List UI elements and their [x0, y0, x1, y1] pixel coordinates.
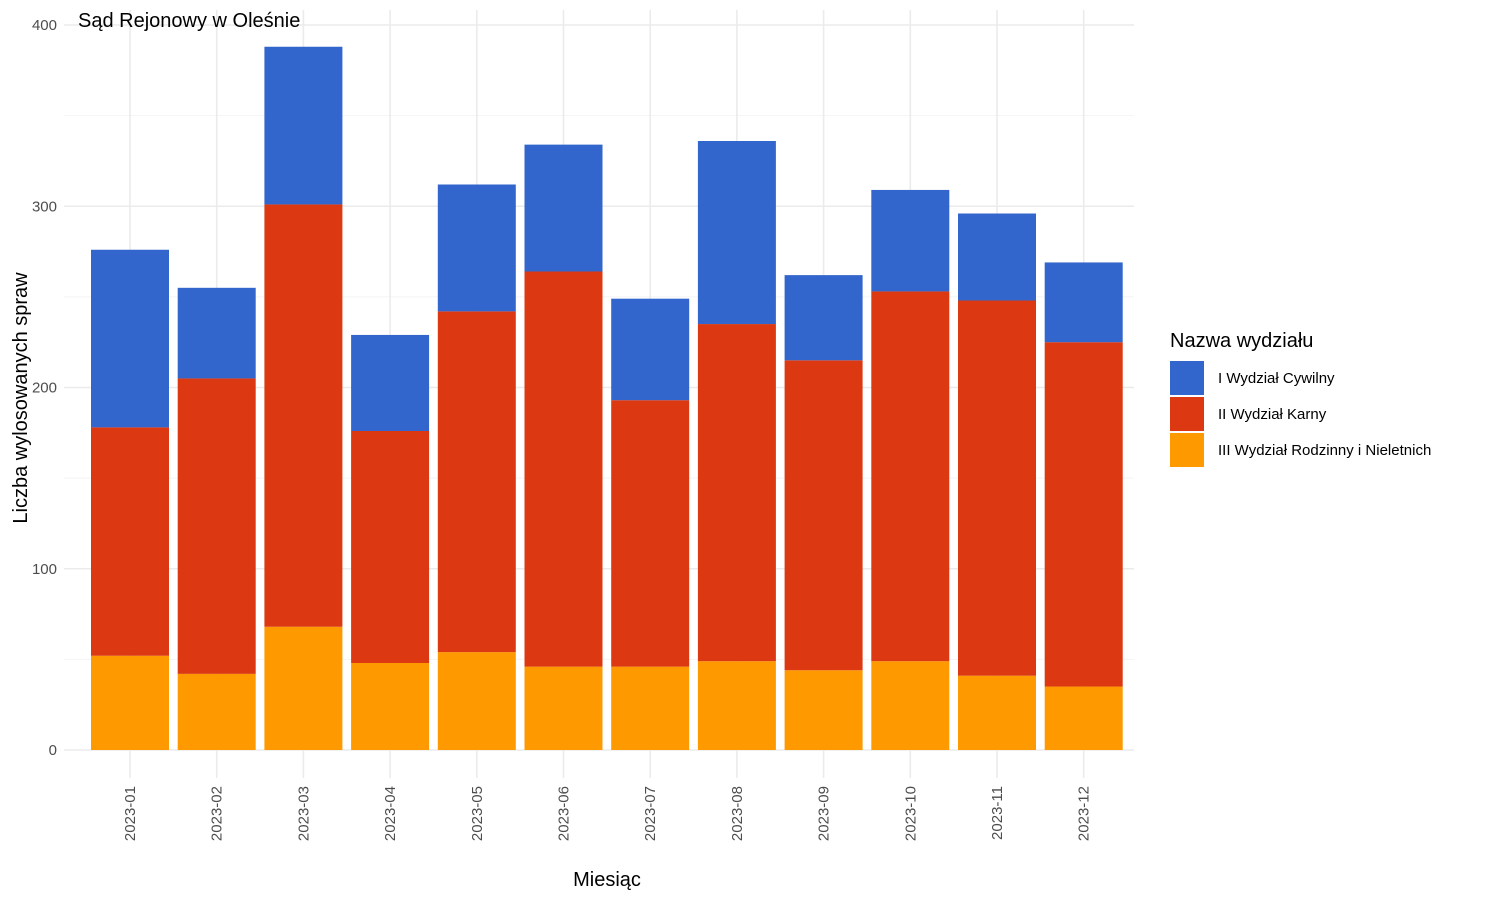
- legend-title: Nazwa wydziału: [1170, 330, 1313, 352]
- chart-title: Sąd Rejonowy w Oleśnie: [78, 10, 300, 32]
- x-tick-label: 2023-05: [469, 786, 486, 841]
- y-axis-title: Liczba wylosowanych spraw: [10, 272, 32, 524]
- legend-label: I Wydział Cywilny: [1218, 370, 1335, 387]
- legend-label: III Wydział Rodzinny i Nieletnich: [1218, 442, 1431, 459]
- bar-segment: [871, 661, 950, 750]
- y-axis-ticks: 0 100 200 300 400: [32, 17, 57, 759]
- x-tick-label: 2023-08: [729, 786, 746, 841]
- x-tick-label: 2023-07: [642, 786, 659, 841]
- legend-swatch: [1170, 397, 1204, 431]
- bar-segment: [871, 189, 950, 292]
- y-tick-label: 200: [32, 380, 57, 397]
- x-tick-label: 2023-09: [816, 786, 833, 841]
- legend-label: II Wydział Karny: [1218, 406, 1327, 423]
- bar-segment: [177, 673, 256, 750]
- bar-segment: [1044, 262, 1123, 343]
- bars: [91, 46, 1123, 750]
- bar-segment: [611, 298, 690, 401]
- bar-segment: [437, 311, 516, 653]
- legend-swatch: [1170, 361, 1204, 395]
- bar-segment: [1044, 342, 1123, 687]
- bar-segment: [871, 291, 950, 662]
- bar-segment: [784, 670, 863, 750]
- bar-segment: [351, 334, 430, 431]
- bar-segment: [177, 378, 256, 674]
- bar-segment: [784, 275, 863, 361]
- bar-segment: [91, 249, 169, 428]
- bar-segment: [91, 655, 169, 750]
- y-tick-label: 400: [32, 17, 57, 34]
- bar-segment: [697, 141, 776, 325]
- legend: Nazwa wydziału I Wydział Cywilny II Wydzi…: [1170, 330, 1431, 467]
- x-tick-label: 2023-04: [382, 786, 399, 841]
- bar-segment: [264, 46, 343, 205]
- bar-segment: [611, 666, 690, 750]
- bar-segment: [177, 287, 256, 379]
- bar-segment: [524, 271, 603, 667]
- y-tick-label: 300: [32, 198, 57, 215]
- bar-segment: [264, 204, 343, 627]
- bar-segment: [524, 666, 603, 750]
- bar-segment: [1044, 686, 1123, 750]
- x-tick-label: 2023-02: [209, 786, 226, 841]
- bar-segment: [697, 661, 776, 750]
- y-tick-label: 100: [32, 561, 57, 578]
- bar-segment: [91, 427, 169, 656]
- x-tick-label: 2023-03: [295, 786, 312, 841]
- bar-segment: [437, 184, 516, 312]
- bar-segment: [958, 300, 1036, 676]
- legend-swatch: [1170, 433, 1204, 467]
- bar-segment: [611, 400, 690, 667]
- x-tick-label: 2023-01: [122, 786, 139, 841]
- y-tick-label: 0: [49, 742, 57, 759]
- x-tick-label: 2023-12: [1076, 786, 1093, 841]
- bar-segment: [784, 360, 863, 671]
- bar-segment: [958, 675, 1036, 750]
- bar-segment: [351, 663, 430, 750]
- x-tick-label: 2023-11: [989, 786, 1006, 840]
- bar-segment: [351, 431, 430, 663]
- x-axis-title: Miesiąc: [573, 869, 641, 891]
- x-axis-ticks: 2023-01 2023-02 2023-03 2023-04 2023-05 2023-…: [122, 786, 1093, 841]
- bar-segment: [524, 144, 603, 272]
- x-tick-label: 2023-10: [902, 786, 919, 841]
- bar-segment: [264, 626, 343, 750]
- x-tick-label: 2023-06: [556, 786, 573, 841]
- bar-segment: [437, 652, 516, 750]
- bar-segment: [697, 324, 776, 662]
- bar-segment: [958, 213, 1036, 301]
